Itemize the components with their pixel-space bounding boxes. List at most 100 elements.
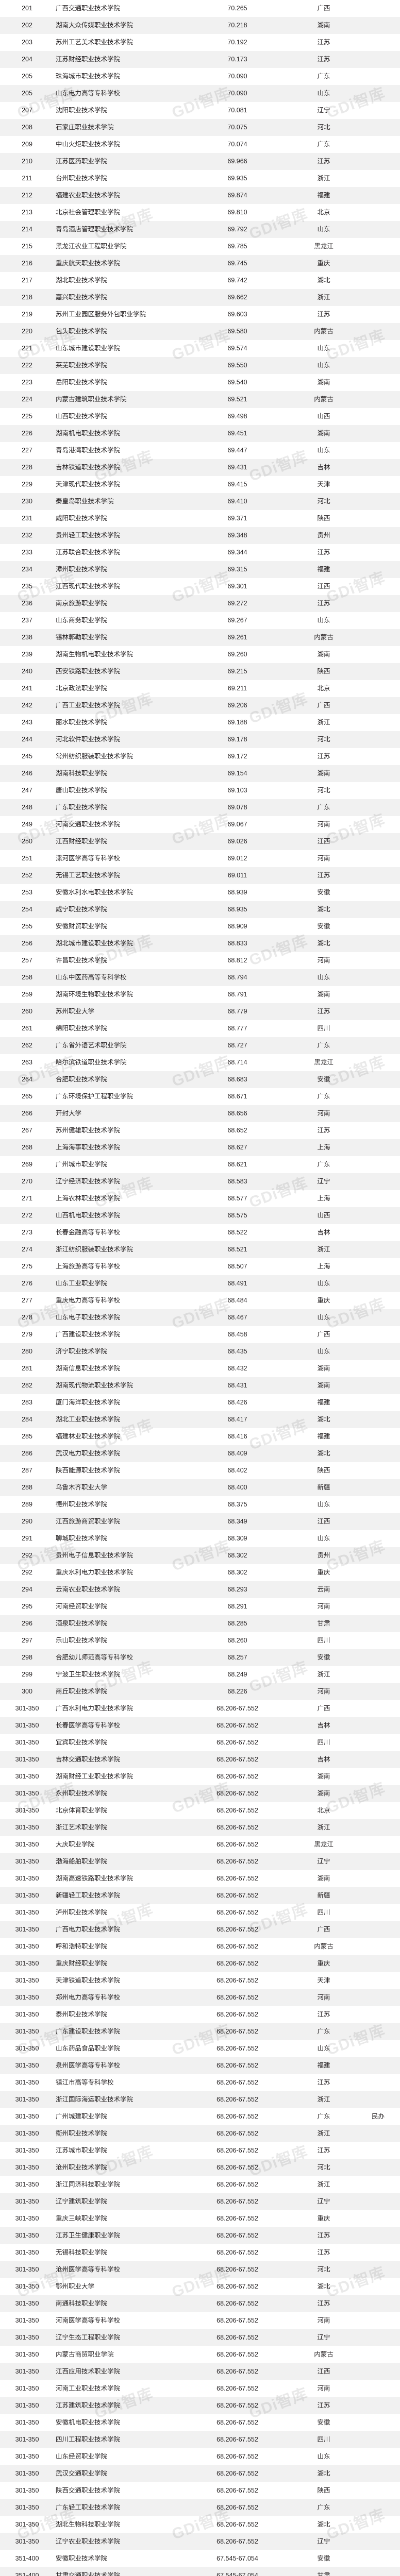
table-row[interactable]: 219 苏州工业园区服务外包职业学院 69.603 江苏 [0, 306, 400, 323]
table-row[interactable]: 298 合肥幼儿师范高等专科学校 68.257 安徽 [0, 1649, 400, 1666]
table-row[interactable]: 254 咸宁职业技术学院 68.935 湖北 [0, 901, 400, 918]
table-row[interactable]: 301-350 镇江市高等专科学校 68.206-67.552 江苏 [0, 2074, 400, 2091]
table-row[interactable]: 263 哈尔滨铁道职业技术学院 68.714 黑龙江 [0, 1054, 400, 1071]
table-row[interactable]: 218 嘉兴职业技术学院 69.662 浙江 [0, 289, 400, 306]
table-row[interactable]: 301-350 广东轻工职业技术学院 68.206-67.552 广东 [0, 2499, 400, 2516]
table-row[interactable]: 221 山东城市建设职业学院 69.574 山东 [0, 340, 400, 357]
table-row[interactable]: 301-350 浙江艺术职业学院 68.206-67.552 浙江 [0, 1819, 400, 1836]
table-row[interactable]: 285 福建林业职业技术学院 68.416 福建 [0, 1428, 400, 1445]
table-row[interactable]: 280 济宁职业技术学院 68.435 山东 [0, 1343, 400, 1360]
table-row[interactable]: 301-350 河南医学高等专科学校 68.206-67.552 河南 [0, 2312, 400, 2329]
table-row[interactable]: 239 湖南生物机电职业技术学院 69.260 湖南 [0, 646, 400, 663]
table-row[interactable]: 265 广东环境保护工程职业学院 68.671 广东 [0, 1088, 400, 1105]
table-row[interactable]: 290 江西旅游商贸职业学院 68.349 江西 [0, 1513, 400, 1530]
table-row[interactable]: 244 河北软件职业技术学院 69.178 河北 [0, 731, 400, 748]
table-row[interactable]: 301-350 大庆职业学院 68.206-67.552 黑龙江 [0, 1836, 400, 1853]
table-row[interactable]: 301-350 广东建设职业技术学院 68.206-67.552 广东 [0, 2023, 400, 2040]
table-row[interactable]: 247 唐山职业技术学院 69.103 河北 [0, 782, 400, 799]
table-row[interactable]: 264 合肥职业技术学院 68.683 安徽 [0, 1071, 400, 1088]
table-row[interactable]: 301-350 内蒙古商贸职业学院 68.206-67.552 内蒙古 [0, 2346, 400, 2363]
table-row[interactable]: 245 常州纺织服装职业技术学院 69.172 江苏 [0, 748, 400, 765]
table-row[interactable]: 209 中山火炬职业技术学院 70.074 广东 [0, 136, 400, 153]
table-row[interactable]: 204 江苏财经职业技术学院 70.173 江苏 [0, 51, 400, 68]
table-row[interactable]: 301-350 重庆三峡职业学院 68.206-67.552 重庆 [0, 2210, 400, 2227]
table-row[interactable]: 295 河南经贸职业学院 68.291 河南 [0, 1598, 400, 1615]
table-row[interactable]: 301-350 北京体育职业学院 68.206-67.552 北京 [0, 1802, 400, 1819]
table-row[interactable]: 235 江西现代职业技术学院 69.301 江西 [0, 578, 400, 595]
table-row[interactable]: 301-350 长春医学高等专科学校 68.206-67.552 吉林 [0, 1717, 400, 1734]
table-row[interactable]: 222 莱芜职业技术学院 69.550 山东 [0, 357, 400, 374]
table-row[interactable]: 299 宁波卫生职业技术学院 68.249 浙江 [0, 1666, 400, 1683]
table-row[interactable]: 301-350 湖南财经工业职业技术学院 68.206-67.552 湖南 [0, 1768, 400, 1785]
table-row[interactable]: 203 苏州工艺美术职业技术学院 70.192 江苏 [0, 34, 400, 51]
table-row[interactable]: 301-350 湖北生物科技职业学院 68.206-67.552 湖北 [0, 2516, 400, 2533]
table-row[interactable]: 301-350 无锡科技职业学院 68.206-67.552 江苏 [0, 2244, 400, 2261]
table-row[interactable]: 301-350 鄂州职业大学 68.206-67.552 湖北 [0, 2278, 400, 2295]
table-row[interactable]: 205 山东电力高等专科学校 70.090 山东 [0, 85, 400, 102]
table-row[interactable]: 225 山西职业技术学院 69.498 山西 [0, 408, 400, 425]
table-row[interactable]: 301-350 天津铁道职业技术学院 68.206-67.552 天津 [0, 1972, 400, 1989]
table-row[interactable]: 297 乐山职业技术学院 68.260 四川 [0, 1632, 400, 1649]
table-row[interactable]: 238 锡林郭勒职业学院 69.261 内蒙古 [0, 629, 400, 646]
table-row[interactable]: 246 湖南科技职业学院 69.154 湖南 [0, 765, 400, 782]
table-row[interactable]: 212 福建农业职业技术学院 69.874 福建 [0, 187, 400, 204]
table-row[interactable]: 301-350 江西应用技术职业学院 68.206-67.552 江西 [0, 2363, 400, 2380]
table-row[interactable]: 255 安徽财贸职业学院 68.909 安徽 [0, 918, 400, 935]
table-row[interactable]: 296 酒泉职业技术学院 68.285 甘肃 [0, 1615, 400, 1632]
table-row[interactable]: 211 台州职业技术学院 69.935 浙江 [0, 170, 400, 187]
table-row[interactable]: 301-350 广西水利电力职业技术学院 68.206-67.552 广西 [0, 1700, 400, 1717]
table-row[interactable]: 253 安徽水利水电职业技术学院 68.939 安徽 [0, 884, 400, 901]
table-row[interactable]: 234 漳州职业技术学院 69.315 福建 [0, 561, 400, 578]
table-row[interactable]: 351-400 甘肃交通职业技术学院 67.545-67.054 甘肃 [0, 2567, 400, 2576]
table-row[interactable]: 269 广州城市职业学院 68.621 广东 [0, 1156, 400, 1173]
table-row[interactable]: 301-350 泉州医学高等专科学校 68.206-67.552 福建 [0, 2057, 400, 2074]
table-row[interactable]: 301-350 重庆财经职业学院 68.206-67.552 重庆 [0, 1955, 400, 1972]
table-row[interactable]: 228 吉林铁道职业技术学院 69.431 吉林 [0, 459, 400, 476]
table-row[interactable]: 259 湖南环境生物职业技术学院 68.791 湖南 [0, 986, 400, 1003]
table-row[interactable]: 291 聊城职业技术学院 68.309 山东 [0, 1530, 400, 1547]
table-row[interactable]: 248 广东职业技术学院 69.078 广东 [0, 799, 400, 816]
table-row[interactable]: 301-350 广西电力职业技术学院 68.206-67.552 广西 [0, 1921, 400, 1938]
table-row[interactable]: 301-350 沧州职业技术学院 68.206-67.552 河北 [0, 2159, 400, 2176]
table-row[interactable]: 241 北京政法职业学院 69.211 北京 [0, 680, 400, 697]
table-row[interactable]: 301-350 陕西交通职业技术学院 68.206-67.552 陕西 [0, 2482, 400, 2499]
table-row[interactable]: 237 山东商务职业学院 69.267 山东 [0, 612, 400, 629]
table-row[interactable]: 278 山东电子职业技术学院 68.467 山东 [0, 1309, 400, 1326]
table-row[interactable]: 262 广东省外语艺术职业学院 68.727 广东 [0, 1037, 400, 1054]
table-row[interactable]: 279 广西建设职业技术学院 68.458 广西 [0, 1326, 400, 1343]
table-row[interactable]: 214 青岛酒店管理职业技术学院 69.792 山东 [0, 221, 400, 238]
table-row[interactable]: 210 江苏医药职业学院 69.966 江苏 [0, 153, 400, 170]
table-row[interactable]: 272 山西机电职业技术学院 68.575 山西 [0, 1207, 400, 1224]
table-row[interactable]: 301-350 郑州电力高等专科学校 68.206-67.552 河南 [0, 1989, 400, 2006]
table-row[interactable]: 351-400 安徽职业技术学院 67.545-67.054 安徽 [0, 2550, 400, 2567]
table-row[interactable]: 301-350 浙江同济科技职业学院 68.206-67.552 浙江 [0, 2176, 400, 2193]
table-row[interactable]: 256 湖北城市建设职业技术学院 68.833 湖北 [0, 935, 400, 952]
table-row[interactable]: 243 丽水职业技术学院 69.188 浙江 [0, 714, 400, 731]
table-row[interactable]: 301-350 四川工程职业技术学院 68.206-67.552 四川 [0, 2431, 400, 2448]
table-row[interactable]: 274 浙江纺织服装职业技术学院 68.521 浙江 [0, 1241, 400, 1258]
table-row[interactable]: 213 北京社会管理职业学院 69.810 北京 [0, 204, 400, 221]
table-row[interactable]: 301-350 辽宁建筑职业学院 68.206-67.552 辽宁 [0, 2193, 400, 2210]
table-row[interactable]: 301-350 新疆轻工职业技术学院 68.206-67.552 新疆 [0, 1887, 400, 1904]
table-row[interactable]: 227 青岛港湾职业技术学院 69.447 山东 [0, 442, 400, 459]
table-row[interactable]: 301-350 衢州职业技术学院 68.206-67.552 浙江 [0, 2125, 400, 2142]
table-row[interactable]: 301-350 湖南高速铁路职业技术学院 68.206-67.552 湖南 [0, 1870, 400, 1887]
table-row[interactable]: 301-350 河南工业职业技术学院 68.206-67.552 河南 [0, 2380, 400, 2397]
table-row[interactable]: 292 贵州电子信息职业技术学院 68.302 贵州 [0, 1547, 400, 1564]
table-row[interactable]: 301-350 永州职业技术学院 68.206-67.552 湖南 [0, 1785, 400, 1802]
table-row[interactable]: 216 重庆航天职业技术学院 69.745 重庆 [0, 255, 400, 272]
table-row[interactable]: 273 长春金融高等专科学校 68.522 吉林 [0, 1224, 400, 1241]
table-row[interactable]: 275 上海旅游高等专科学校 68.507 上海 [0, 1258, 400, 1275]
table-row[interactable]: 301-350 江苏建筑职业技术学院 68.206-67.552 江苏 [0, 2397, 400, 2414]
table-row[interactable]: 224 内蒙古建筑职业技术学院 69.521 内蒙古 [0, 391, 400, 408]
table-row[interactable]: 261 绵阳职业技术学院 68.777 四川 [0, 1020, 400, 1037]
table-row[interactable]: 276 山东工业职业学院 68.491 山东 [0, 1275, 400, 1292]
table-row[interactable]: 287 陕西能源职业技术学院 68.402 陕西 [0, 1462, 400, 1479]
table-row[interactable]: 288 乌鲁木齐职业大学 68.400 新疆 [0, 1479, 400, 1496]
table-row[interactable]: 226 湖南机电职业技术学院 69.451 湖南 [0, 425, 400, 442]
table-row[interactable]: 201 广西交通职业技术学院 70.265 广西 [0, 0, 400, 17]
table-row[interactable]: 301-350 辽宁农业职业技术学院 68.206-67.552 辽宁 [0, 2533, 400, 2550]
table-row[interactable]: 257 许昌职业技术学院 68.812 河南 [0, 952, 400, 969]
table-row[interactable]: 251 漯河医学高等专科学校 69.012 河南 [0, 850, 400, 867]
table-row[interactable]: 301-350 江苏城市职业学院 68.206-67.552 江苏 [0, 2142, 400, 2159]
